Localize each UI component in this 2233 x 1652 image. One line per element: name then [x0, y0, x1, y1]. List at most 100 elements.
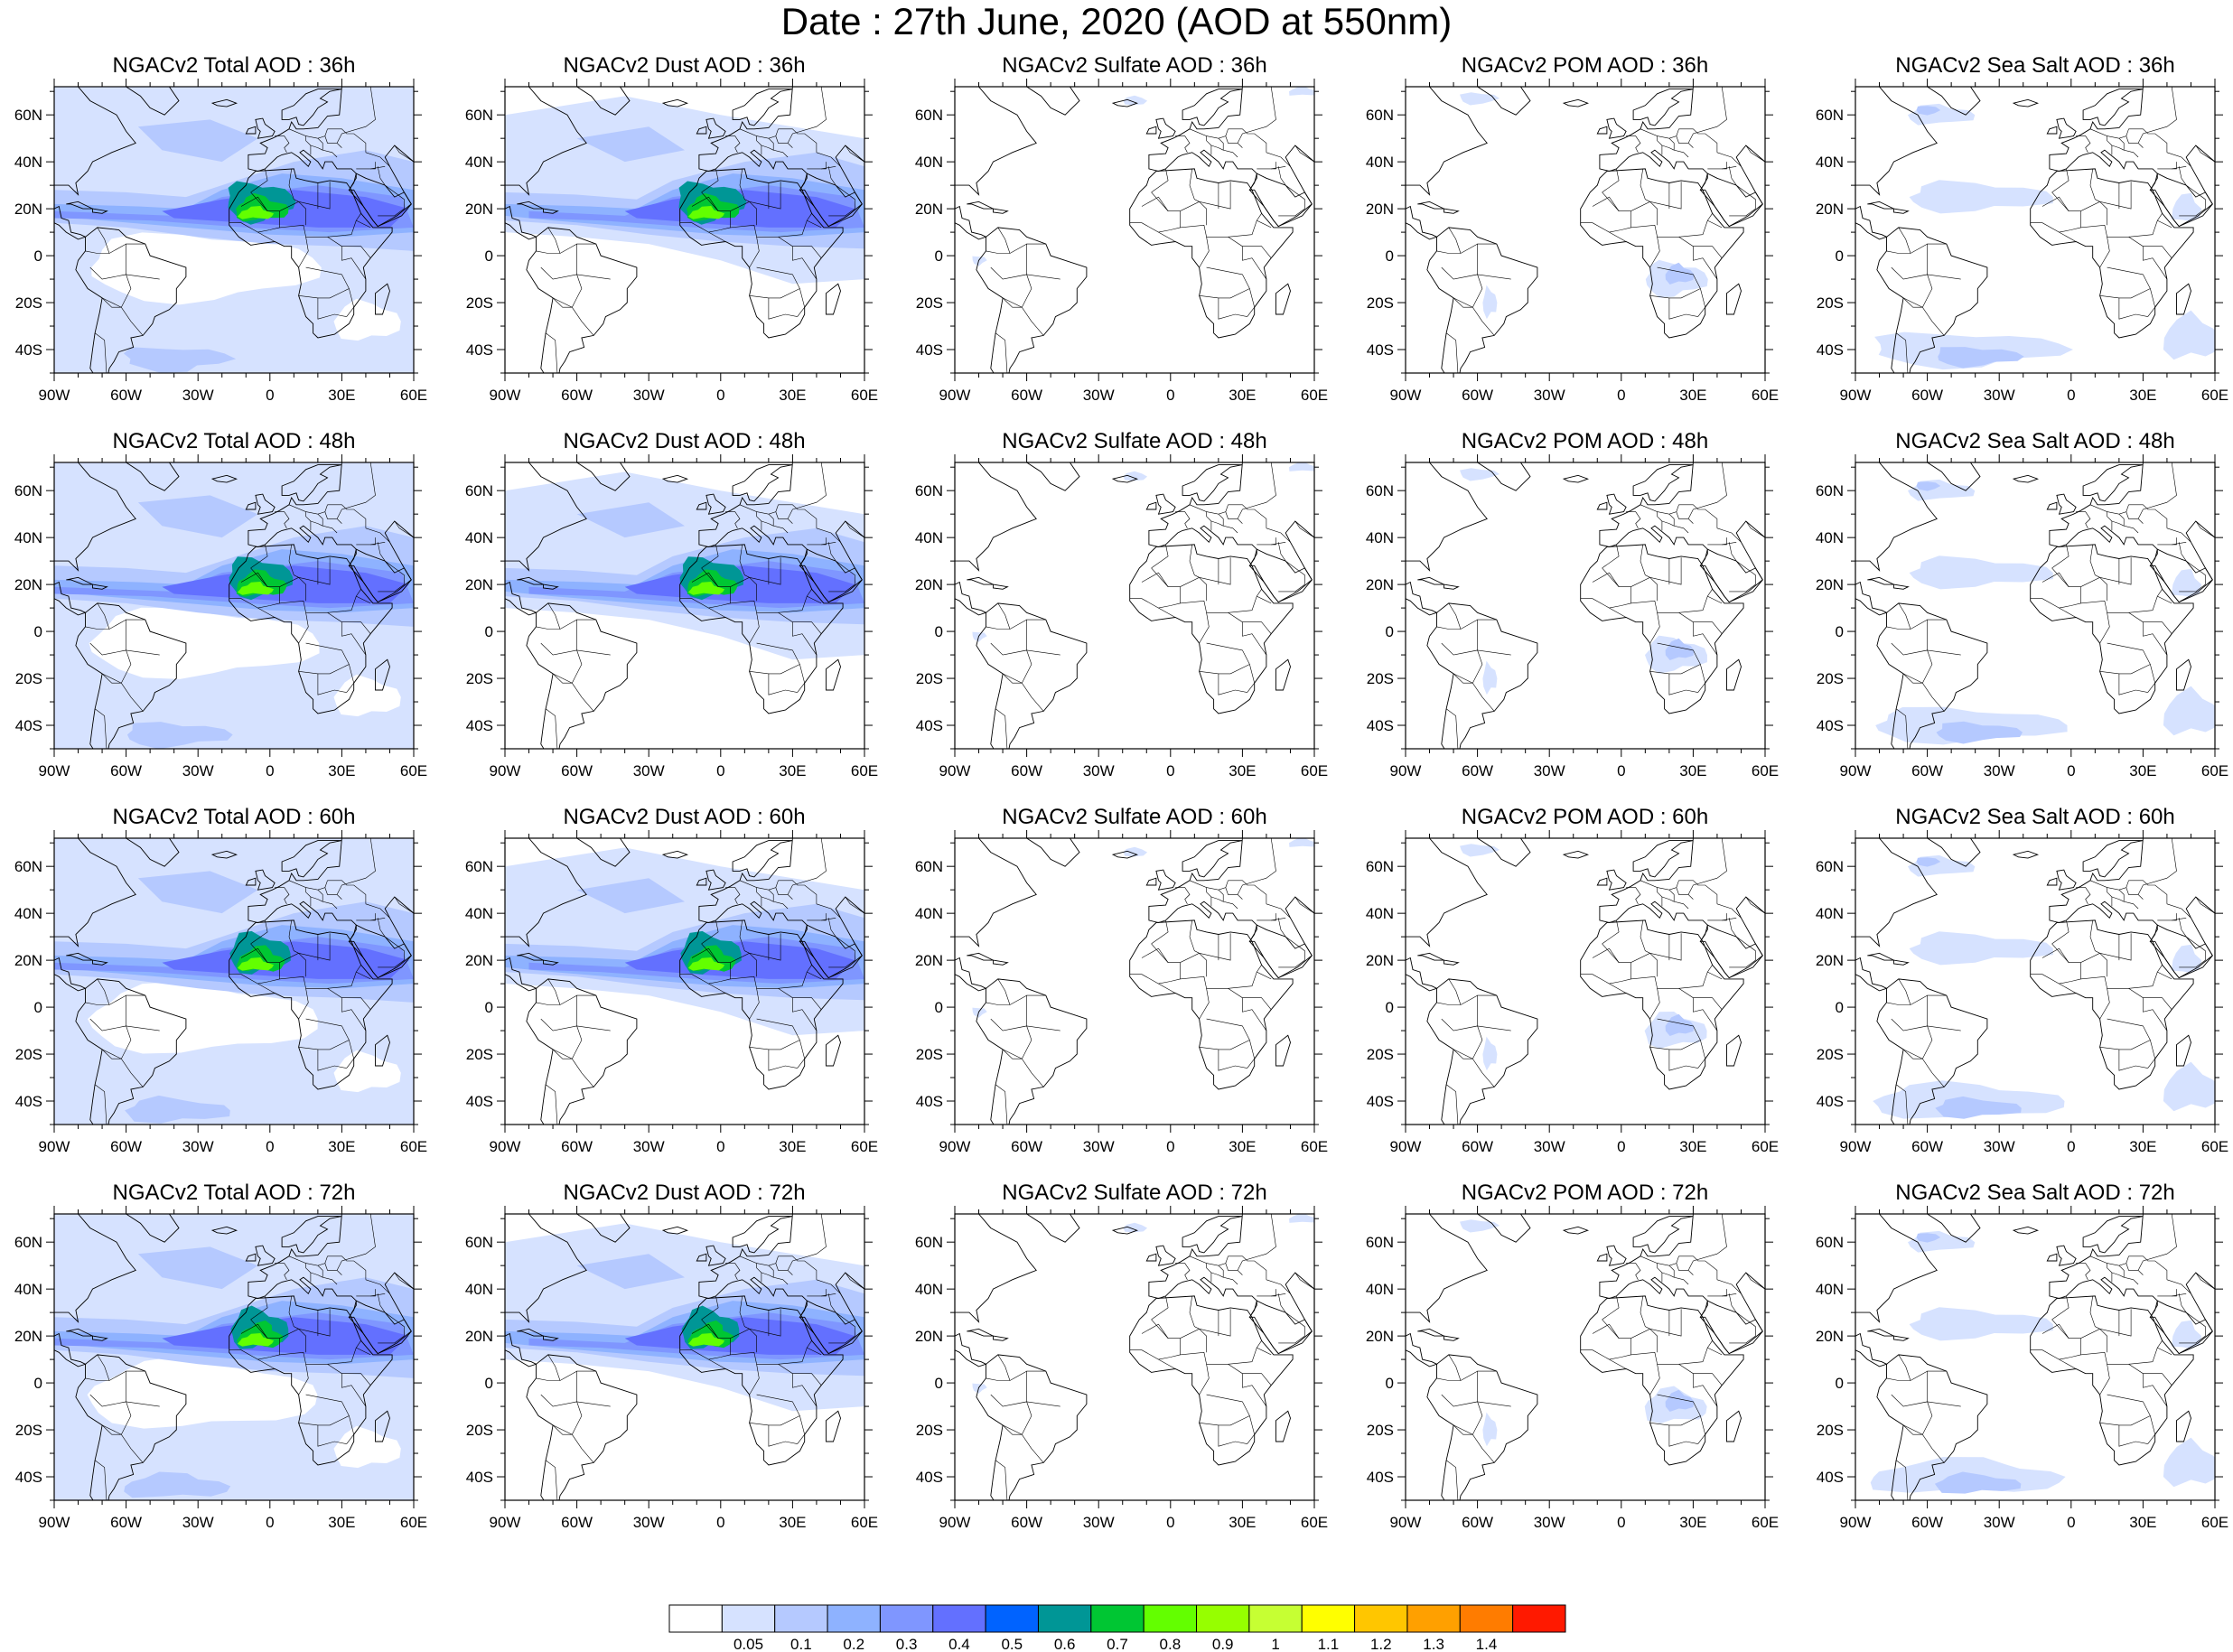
coastline-great-britain — [2056, 1245, 2077, 1266]
country-border — [2111, 896, 2125, 902]
country-border — [748, 1329, 757, 1353]
country-border — [317, 889, 338, 910]
x-tick-label: 60W — [1911, 387, 1943, 404]
x-tick-label: 90W — [1840, 1514, 1872, 1531]
panel-title: NGACv2 Total AOD : 36h — [112, 53, 356, 78]
y-tick-label: 40S — [465, 1469, 492, 1486]
coastline-great-britain — [705, 869, 726, 891]
country-border — [748, 201, 757, 226]
country-border — [365, 903, 390, 919]
aod-contour-level-2 — [123, 347, 237, 373]
country-border — [126, 649, 160, 656]
x-tick-label: 60E — [1751, 1138, 1778, 1155]
x-tick-label: 60E — [1301, 1514, 1328, 1531]
coastline-greenland — [995, 1214, 1080, 1243]
coastline-south-america — [976, 227, 1088, 373]
coastline-greenland — [1896, 1214, 1981, 1243]
coastline-arabia — [2149, 173, 2213, 228]
country-border — [1657, 1018, 1705, 1059]
country-border — [1278, 583, 1305, 593]
country-border — [1898, 602, 1911, 630]
country-border — [1728, 918, 1736, 938]
y-tick-label: 20N — [464, 1328, 492, 1345]
coastline-great-britain — [1605, 493, 1627, 515]
aod-contour-level-9 — [687, 582, 724, 595]
country-border — [2111, 1272, 2125, 1278]
country-border — [1728, 959, 1756, 968]
y-tick-label: 40S — [15, 1093, 42, 1110]
country-border — [2089, 1255, 2113, 1283]
country-border — [1278, 208, 1305, 217]
country-border — [787, 87, 827, 144]
coastline-ireland — [245, 1253, 257, 1262]
x-tick-label: 90W — [939, 762, 971, 779]
country-border — [540, 642, 582, 684]
country-border — [378, 208, 405, 217]
coastline-cuba — [516, 952, 544, 961]
coastline-north-america — [1855, 462, 1938, 572]
country-border — [1728, 1335, 1756, 1344]
y-tick-label: 60N — [1816, 1234, 1844, 1251]
country-border — [739, 1255, 761, 1283]
plot-frame — [53, 86, 415, 374]
country-border — [1927, 994, 1947, 1026]
country-border — [101, 297, 144, 336]
country-border — [748, 988, 760, 1020]
y-tick-label: 20S — [1817, 670, 1844, 687]
map-plot: 90W 60W 30W 0 30E 60E 60N 40N 20N 0 20S 40S — [464, 79, 878, 404]
x-tick-label: 30W — [182, 387, 214, 404]
x-tick-label: 60W — [1911, 1138, 1943, 1155]
x-tick-label: 90W — [1389, 387, 1421, 404]
country-border — [1735, 936, 1756, 961]
country-border — [796, 683, 805, 693]
aod-contour-level-9 — [687, 957, 724, 971]
colorbar-swatch — [721, 1604, 776, 1633]
map-plot: 90W 60W 30W 0 30E 60E 60N 40N 20N 0 20S 40S — [1816, 79, 2228, 404]
country-border — [778, 504, 817, 528]
country-border — [1678, 1255, 1717, 1280]
map-panel-total-72h: 90W 60W 30W 0 30E 60E 60N 40N 20N 0 20S 40S NGACv2 T… — [0, 1181, 452, 1551]
coastline-scandinavia — [1632, 464, 1693, 502]
country-border — [707, 602, 730, 609]
colorbar-swatch — [827, 1604, 881, 1633]
aod-contour-level-0 — [333, 1425, 401, 1469]
country-border — [997, 978, 1011, 1005]
country-border — [365, 1279, 390, 1294]
country-border — [995, 1460, 1008, 1500]
country-border — [2186, 184, 2206, 210]
coastline-north-america — [955, 462, 1037, 572]
country-border — [94, 1460, 107, 1500]
colorbar-swatch — [1406, 1604, 1461, 1633]
country-border — [2099, 1364, 2110, 1395]
x-tick-label: 60W — [110, 762, 142, 779]
country-border — [370, 1289, 376, 1297]
x-tick-label: 30W — [1083, 387, 1115, 404]
coastline-madagascar — [1725, 658, 1742, 691]
country-border — [2143, 621, 2172, 634]
country-border — [552, 1049, 572, 1059]
country-border — [729, 1338, 812, 1365]
panel-title: NGACv2 POM AOD : 48h — [1461, 429, 1709, 453]
y-tick-label: 40N — [1816, 905, 1844, 922]
country-border — [94, 1084, 107, 1125]
y-tick-label: 20S — [916, 1422, 943, 1439]
y-tick-label: 40S — [1366, 717, 1393, 734]
coastline-ireland — [1145, 501, 1157, 510]
country-border — [1728, 542, 1736, 562]
colorbar-swatch — [1301, 1604, 1356, 1633]
country-border — [545, 708, 557, 749]
country-border — [791, 246, 821, 258]
country-border — [1180, 210, 1262, 238]
country-border — [305, 1394, 354, 1435]
country-border — [995, 708, 1008, 749]
x-tick-label: 30E — [1229, 387, 1256, 404]
x-tick-label: 0 — [1166, 387, 1174, 404]
country-border — [305, 1255, 328, 1266]
country-border — [1902, 1049, 1945, 1087]
country-border — [1228, 880, 1267, 904]
x-tick-label: 90W — [939, 1138, 971, 1155]
coastline-madagascar — [825, 283, 841, 315]
x-tick-label: 90W — [1840, 387, 1872, 404]
country-border — [1601, 168, 1619, 193]
x-tick-label: 60W — [561, 1138, 593, 1155]
